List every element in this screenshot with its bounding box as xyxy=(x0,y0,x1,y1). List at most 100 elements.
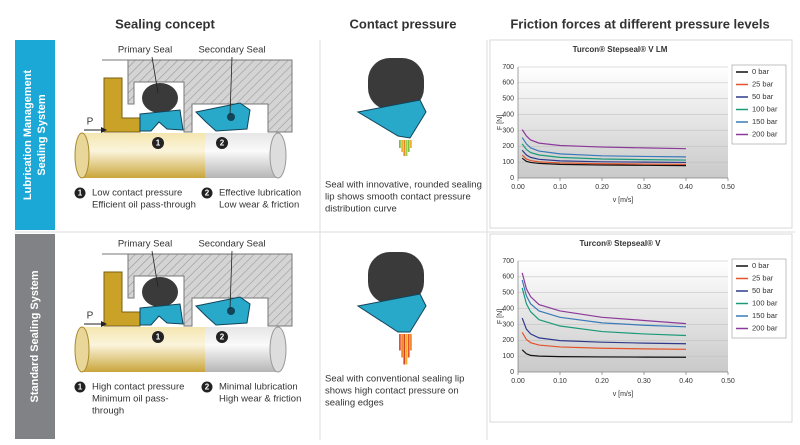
pressure-bar xyxy=(403,334,406,365)
row-label: Sealing System xyxy=(36,94,48,176)
contact-caption: lip shows smooth contact pressure xyxy=(325,192,471,203)
legend-label: 50 bar xyxy=(752,286,774,295)
note-number: 2 xyxy=(205,189,210,198)
y-axis-label: F [N] xyxy=(497,115,504,130)
seal-lip xyxy=(356,99,427,139)
legend-label: 0 bar xyxy=(752,261,770,270)
legend-label: 50 bar xyxy=(752,92,774,101)
chart-title: Turcon® Stepseal® V LM xyxy=(573,45,668,54)
seal-lip xyxy=(356,293,427,333)
legend-label: 200 bar xyxy=(752,129,778,138)
note-text: High contact pressure xyxy=(92,382,184,393)
marker-badge xyxy=(152,137,164,149)
seal-body xyxy=(368,252,424,304)
pressure-label: P xyxy=(87,311,94,322)
legend-label: 25 bar xyxy=(752,273,774,282)
x-tick-label: 0.00 xyxy=(511,378,525,385)
plot-area xyxy=(518,67,728,178)
x-axis-label: v [m/s] xyxy=(613,197,634,204)
marker-badge xyxy=(216,331,228,343)
pressure-bar xyxy=(399,140,401,148)
pressure-bar xyxy=(403,140,406,156)
marker-number: 1 xyxy=(156,139,161,148)
plot-area xyxy=(518,261,728,372)
legend-label: 100 bar xyxy=(752,298,778,307)
chart-title: Turcon® Stepseal® V xyxy=(580,239,662,248)
series-line xyxy=(521,279,687,328)
marker-number: 2 xyxy=(220,139,225,148)
note-number: 1 xyxy=(78,189,83,198)
x-tick-label: 0.20 xyxy=(595,184,609,191)
pressure-bar xyxy=(407,334,410,358)
legend-label: 200 bar xyxy=(752,323,778,332)
seal-body xyxy=(368,58,424,110)
contact-caption: shows high contact pressure on xyxy=(325,386,459,397)
legend-label: 0 bar xyxy=(752,67,770,76)
series-line xyxy=(521,317,687,345)
series-line xyxy=(521,349,687,358)
pressure-bar xyxy=(405,140,408,156)
contact-caption: sealing edges xyxy=(325,398,384,409)
seal-label: Secondary Seal xyxy=(198,45,265,56)
y-tick-label: 700 xyxy=(502,258,514,265)
pressure-bar xyxy=(399,334,401,351)
x-tick-label: 0.40 xyxy=(679,184,693,191)
seal-label: Primary Seal xyxy=(118,239,172,250)
y-tick-label: 100 xyxy=(502,159,514,166)
marker-number: 1 xyxy=(156,333,161,342)
note-number: 1 xyxy=(78,383,83,392)
y-tick-label: 400 xyxy=(502,305,514,312)
note-text: Low wear & friction xyxy=(219,200,299,211)
contact-caption: Seal with innovative, rounded sealing xyxy=(325,180,482,191)
legend-label: 150 bar xyxy=(752,117,778,126)
x-axis-label: v [m/s] xyxy=(613,391,634,398)
legend-label: 25 bar xyxy=(752,79,774,88)
x-tick-label: 0.50 xyxy=(721,184,735,191)
y-tick-label: 300 xyxy=(502,321,514,328)
contact-caption: Seal with conventional sealing lip xyxy=(325,374,464,385)
pressure-bar xyxy=(410,334,412,351)
note-number: 2 xyxy=(205,383,210,392)
row-label-block xyxy=(15,40,55,230)
note-badge xyxy=(201,187,213,199)
y-tick-label: 600 xyxy=(502,80,514,87)
note-text: through xyxy=(92,406,124,417)
x-tick-label: 0.30 xyxy=(637,378,651,385)
row-label: Lubrication Management xyxy=(22,70,34,201)
marker-badge xyxy=(216,137,228,149)
y-tick-label: 100 xyxy=(502,353,514,360)
contact-caption: distribution curve xyxy=(325,204,397,215)
series-line xyxy=(521,272,687,325)
series-line xyxy=(521,129,687,150)
x-tick-label: 0.10 xyxy=(553,184,567,191)
pressure-bar xyxy=(401,334,403,358)
pressure-label: P xyxy=(87,117,94,128)
note-text: Efficient oil pass-through xyxy=(92,200,196,211)
y-tick-label: 200 xyxy=(502,143,514,150)
pressure-bar xyxy=(410,140,412,148)
series-line xyxy=(521,143,687,161)
y-tick-label: 500 xyxy=(502,96,514,103)
y-tick-label: 700 xyxy=(502,64,514,71)
x-tick-label: 0.20 xyxy=(595,378,609,385)
x-tick-label: 0.40 xyxy=(679,378,693,385)
column-header: Sealing concept xyxy=(115,16,215,31)
x-tick-label: 0.50 xyxy=(721,378,735,385)
y-tick-label: 300 xyxy=(502,127,514,134)
x-tick-label: 0.30 xyxy=(637,184,651,191)
pressure-bar xyxy=(405,334,408,365)
note-text: Effective lubrication xyxy=(219,188,301,199)
series-line xyxy=(521,154,687,165)
seal-diagram xyxy=(75,251,292,372)
marker-badge xyxy=(152,331,164,343)
y-tick-label: 500 xyxy=(502,290,514,297)
legend-label: 100 bar xyxy=(752,104,778,113)
note-badge xyxy=(201,381,213,393)
note-text: Minimum oil pass- xyxy=(92,394,169,405)
y-tick-label: 0 xyxy=(510,175,514,182)
series-line xyxy=(521,137,687,158)
legend-label: 150 bar xyxy=(752,311,778,320)
seal-label: Secondary Seal xyxy=(198,239,265,250)
legend xyxy=(731,258,787,339)
column-header: Friction forces at different pressure le… xyxy=(510,16,769,31)
